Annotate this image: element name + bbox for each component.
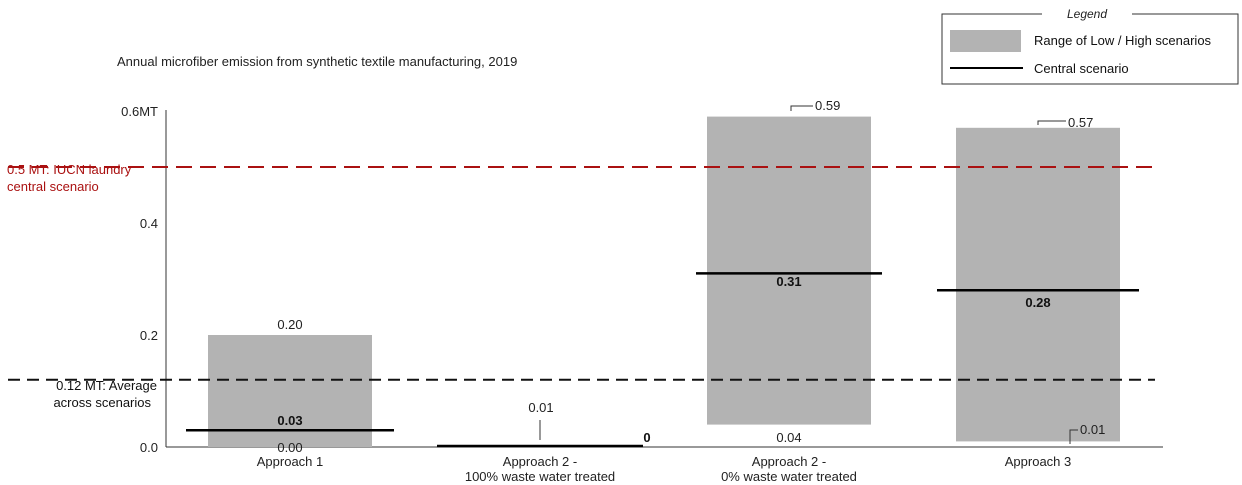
low-value-label: 0.01 xyxy=(1080,422,1105,437)
legend-title: Legend xyxy=(1067,7,1107,21)
category-label: Approach 2 - xyxy=(503,454,577,469)
central-value-label: 0.03 xyxy=(277,413,302,428)
y-tick-label: 0.2 xyxy=(140,328,158,343)
leader-line xyxy=(1037,120,1066,125)
category-label: Approach 1 xyxy=(257,454,324,469)
category-label: 0% waste water treated xyxy=(721,469,857,484)
reference-label-iucn: central scenario xyxy=(7,179,99,194)
legend-range-swatch xyxy=(950,30,1021,52)
high-value-label: 0.57 xyxy=(1068,115,1093,130)
high-value-label: 0.01 xyxy=(528,400,553,415)
central-value-label: 0.31 xyxy=(776,274,801,289)
reference-label-average: 0.12 MT: Average xyxy=(56,378,157,393)
category-label: Approach 2 - xyxy=(752,454,826,469)
category-label: 100% waste water treated xyxy=(465,469,615,484)
low-value-label: 0.04 xyxy=(776,430,801,445)
category-label: Approach 3 xyxy=(1005,454,1072,469)
chart-title: Annual microfiber emission from syntheti… xyxy=(117,54,517,69)
range-bar xyxy=(208,335,372,447)
high-value-label: 0.20 xyxy=(277,317,302,332)
range-bar xyxy=(956,127,1120,442)
leader-line xyxy=(790,105,813,111)
legend-central-label: Central scenario xyxy=(1034,61,1129,76)
low-value-label: 0.00 xyxy=(277,440,302,455)
y-tick-label: 0.6MT xyxy=(121,104,158,119)
y-tick-label: 0.0 xyxy=(140,440,158,455)
legend-range-label: Range of Low / High scenarios xyxy=(1034,33,1212,48)
reference-label-iucn: 0.5 MT: IUCN laundry xyxy=(7,162,132,177)
y-tick-label: 0.4 xyxy=(140,216,158,231)
range-bar xyxy=(707,116,871,425)
high-value-label: 0.59 xyxy=(815,98,840,113)
legend-title-mask xyxy=(1042,8,1132,20)
legend: Legend Range of Low / High scenarios Cen… xyxy=(941,7,1239,85)
reference-label-average: across scenarios xyxy=(53,395,151,410)
central-value-label: 0.28 xyxy=(1025,295,1050,310)
leader-line xyxy=(1069,429,1078,444)
central-value-label: 0 xyxy=(643,430,650,445)
